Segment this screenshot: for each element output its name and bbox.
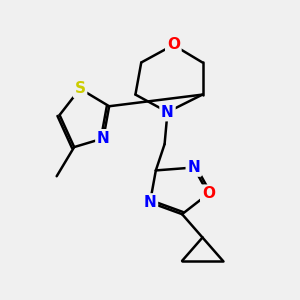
- Text: N: N: [188, 160, 200, 175]
- Text: N: N: [97, 131, 110, 146]
- Text: O: O: [202, 186, 215, 201]
- Text: N: N: [161, 105, 174, 120]
- Text: N: N: [144, 195, 156, 210]
- Text: O: O: [167, 38, 180, 52]
- Text: S: S: [74, 81, 86, 96]
